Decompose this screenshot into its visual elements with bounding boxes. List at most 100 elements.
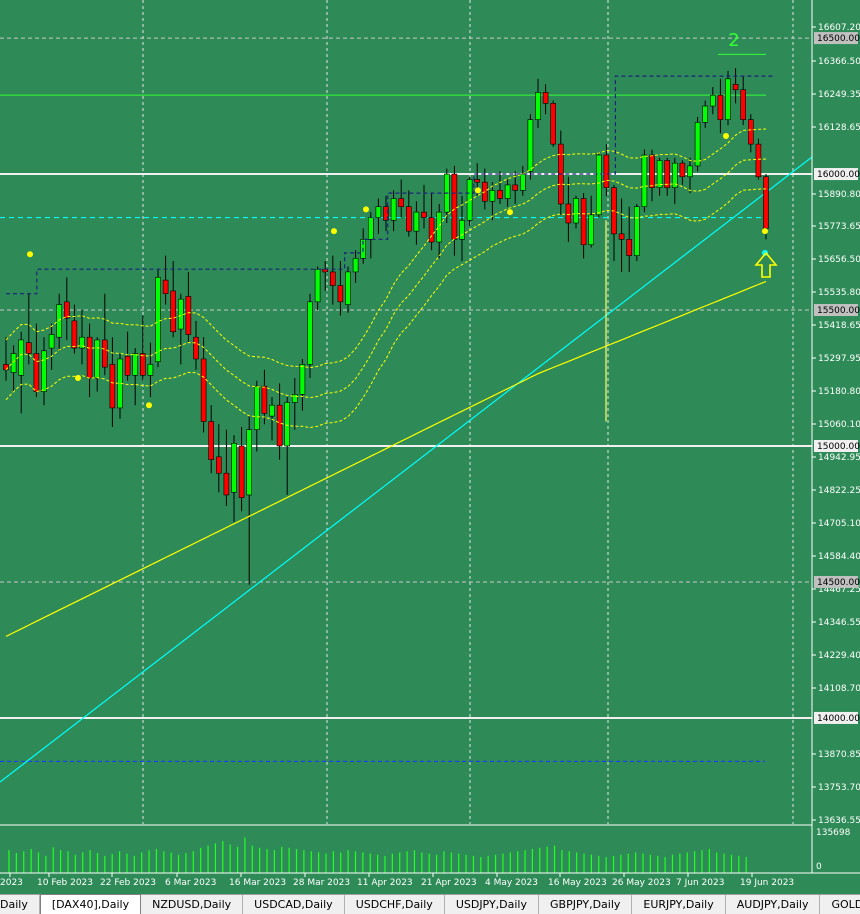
candle-body [497,190,503,199]
candle [109,337,116,427]
candle [633,203,640,262]
candle [86,323,93,398]
candle-body [147,364,154,376]
candle-body [79,336,85,349]
candle [436,203,443,259]
trailing-stop-line [6,75,776,295]
candle [679,160,686,185]
candle-body [626,239,633,256]
candle-body [33,353,40,392]
level-label: 15000.00 [817,442,860,452]
candle [413,201,420,245]
price-chart[interactable]: 2 16607.20 16366.50 16249.35 16128.65 15890.8… [0,0,860,894]
candle-body [48,334,55,349]
tab-usdcad-daily[interactable]: USDCAD,Daily [243,895,345,914]
date-label: 16 Mar 2023 [229,878,286,888]
candle [345,266,351,313]
tab-nzdusd-daily[interactable]: NZDUSD,Daily [141,895,244,914]
tab-gbpjpy-daily[interactable]: GBPJPY,Daily [539,895,633,914]
candle [383,195,389,232]
candle-body [755,143,762,178]
candle [132,348,138,406]
tab-usdjpy-daily[interactable]: USDJPY,Daily [445,895,540,914]
candle-body [428,217,435,243]
tab-daily[interactable]: Daily [0,895,40,914]
candle [216,424,222,493]
candle-body [633,206,640,256]
candle-body [86,336,93,379]
date-label: 2023 [0,878,23,888]
candle-body [421,211,427,218]
candle [307,293,313,379]
volume-zero-label: 0 [816,862,822,872]
candle [626,206,633,272]
candle [664,157,671,196]
candle-body [747,119,754,145]
candle [732,67,739,104]
candle [443,168,450,223]
level-label: 16000.00 [817,170,860,180]
candle-body [694,122,701,167]
price-label: 15656.50 [818,255,860,265]
candle [527,114,534,180]
candle-body [649,154,655,188]
candle [588,195,595,248]
wave-label: 2 [728,30,739,51]
candle [550,100,557,147]
price-label: 13870.85 [818,750,860,760]
tab-audjpy-daily[interactable]: AUDJPY,Daily [726,895,821,914]
signal-dot [723,132,729,139]
candle [25,293,32,365]
candle [64,277,70,340]
candle [314,266,321,311]
tab-usdchf-daily[interactable]: USDCHF,Daily [345,895,445,914]
tab-dax40-daily[interactable]: [DAX40],Daily [39,894,142,914]
candle [702,100,709,128]
tab-eurjpy-daily[interactable]: EURJPY,Daily [632,895,726,914]
candle [170,261,176,338]
candle [48,323,55,370]
candle-body [345,271,351,305]
signal-dot [363,206,369,213]
signal-dot [75,375,81,382]
level-label-box [814,575,858,588]
level-label-box [814,439,858,452]
signal-dot [475,187,481,194]
candle [535,78,541,128]
candle [102,293,108,376]
candle-body [25,342,32,354]
tab-gold-daily[interactable]: GOLD,Daily [820,895,860,914]
candle-body [352,258,359,273]
signal-dot [762,228,768,235]
upper-band-line [5,128,767,369]
candle-body [641,154,648,207]
candle-body [299,364,306,395]
candle [231,435,237,523]
signal-dot [146,402,152,409]
candle [603,144,610,196]
candle [124,331,131,381]
candle [71,304,78,354]
price-label: 13753.70 [818,783,860,793]
level-label: 15500.00 [817,306,860,316]
candle-body [329,271,336,286]
price-label: 15180.80 [818,387,860,397]
candle [10,345,17,392]
candle [367,212,374,259]
candle-body [367,217,374,240]
price-label: 14584.40 [818,552,860,562]
candle-body [398,198,405,207]
candle [329,255,336,305]
candle-body [664,160,671,188]
candle [557,130,564,215]
candle-body [618,233,625,240]
candle [687,157,693,194]
candle-body [451,173,458,240]
candle-body [687,165,693,178]
candle [155,269,161,368]
candle [193,320,199,370]
price-label: 13636.55 [818,816,860,826]
date-label: 6 Mar 2023 [165,878,216,888]
price-label: 14705.10 [818,519,860,529]
